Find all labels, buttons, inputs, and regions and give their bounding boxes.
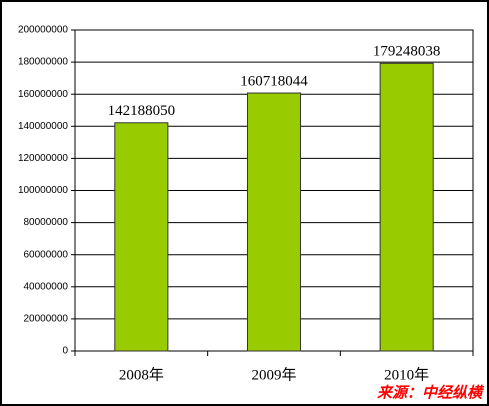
y-tick-label: 60000000: [24, 249, 69, 260]
bar: [379, 62, 434, 352]
y-tick-label: 160000000: [18, 89, 68, 100]
x-tick-label: 2010年: [384, 366, 429, 383]
value-label: 142188050: [108, 103, 176, 119]
y-tick-label: 40000000: [24, 281, 69, 292]
y-tick-label: 180000000: [18, 57, 68, 68]
x-tick-label: 2008年: [119, 366, 164, 383]
y-tick-label: 0: [62, 346, 68, 357]
y-tick-label: 140000000: [18, 121, 68, 132]
y-tick-label: 80000000: [24, 217, 69, 228]
y-tick-label: 200000000: [18, 25, 68, 36]
y-tick-label: 100000000: [18, 185, 68, 196]
value-label: 179248038: [373, 44, 441, 60]
bar: [114, 122, 169, 352]
y-tick-label: 20000000: [24, 314, 69, 325]
value-label: 160718044: [240, 73, 308, 89]
source-note: 来源：中经纵横: [377, 384, 485, 402]
x-tick-label: 2009年: [251, 366, 296, 383]
bar: [246, 92, 302, 352]
y-tick-label: 120000000: [18, 153, 68, 164]
